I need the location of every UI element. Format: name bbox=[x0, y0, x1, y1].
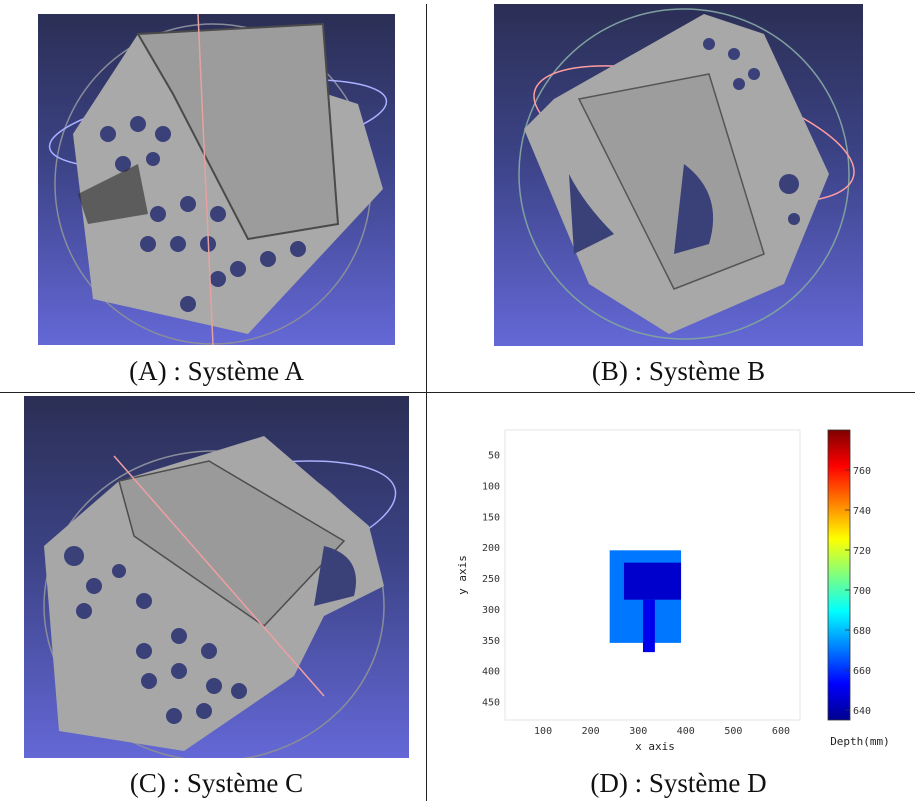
horizontal-divider bbox=[0, 392, 915, 393]
caption-d: (D) : Système D bbox=[590, 768, 767, 798]
vertical-divider bbox=[426, 4, 427, 801]
colorbar-tick-label: 720 bbox=[853, 546, 871, 557]
y-tick-label: 200 bbox=[482, 543, 500, 554]
x-axis-label: x axis bbox=[635, 740, 675, 753]
panel-a-render bbox=[38, 13, 395, 346]
y-tick-label: 300 bbox=[482, 605, 500, 616]
y-tick-label: 150 bbox=[482, 512, 500, 523]
y-tick-label: 250 bbox=[482, 574, 500, 585]
x-tick-label: 600 bbox=[772, 726, 790, 737]
panel-b-scan-shape bbox=[518, 8, 855, 340]
colorbar-tick-label: 700 bbox=[853, 586, 871, 597]
y-tick-label: 50 bbox=[488, 451, 500, 462]
x-tick-label: 400 bbox=[677, 726, 695, 737]
caption-b: (B) : Système B bbox=[591, 356, 766, 386]
y-axis-label: y axis bbox=[456, 555, 469, 595]
x-tick-label: 200 bbox=[582, 726, 600, 737]
y-tick-label: 450 bbox=[482, 697, 500, 708]
panel-c-render bbox=[24, 396, 409, 762]
y-tick-label: 100 bbox=[482, 482, 500, 493]
caption-c: (C) : Système C bbox=[129, 768, 304, 798]
panel-d-chart: 100 200 300 400 500 600 50 100 150 200 250 300 350 4… bbox=[440, 420, 915, 760]
colorbar-tick-label: 660 bbox=[853, 666, 871, 677]
x-tick-label: 100 bbox=[534, 726, 552, 737]
depth-region-box-top bbox=[623, 562, 682, 600]
y-tick-label: 400 bbox=[482, 667, 500, 678]
y-tick-label: 350 bbox=[482, 636, 500, 647]
x-tick-label: 300 bbox=[629, 726, 647, 737]
colorbar-tick-label: 740 bbox=[853, 506, 871, 517]
depth-region-box-stem bbox=[642, 599, 655, 653]
colorbar-tick-label: 680 bbox=[853, 626, 871, 637]
caption-a: (A) : Système A bbox=[129, 356, 304, 386]
panel-b-render bbox=[494, 4, 863, 346]
colorbar-tick-label: 640 bbox=[853, 706, 871, 717]
x-tick-label: 500 bbox=[724, 726, 742, 737]
colorbar bbox=[827, 429, 851, 721]
colorbar-tick-label: 760 bbox=[853, 466, 871, 477]
panel-a-scan-shape bbox=[48, 13, 388, 346]
depth-map-svg: 100 200 300 400 500 600 50 100 150 200 250 300 350 4… bbox=[456, 429, 890, 753]
panel-c-scan-shape bbox=[43, 436, 397, 762]
colorbar-label: Depth(mm) bbox=[830, 735, 890, 748]
